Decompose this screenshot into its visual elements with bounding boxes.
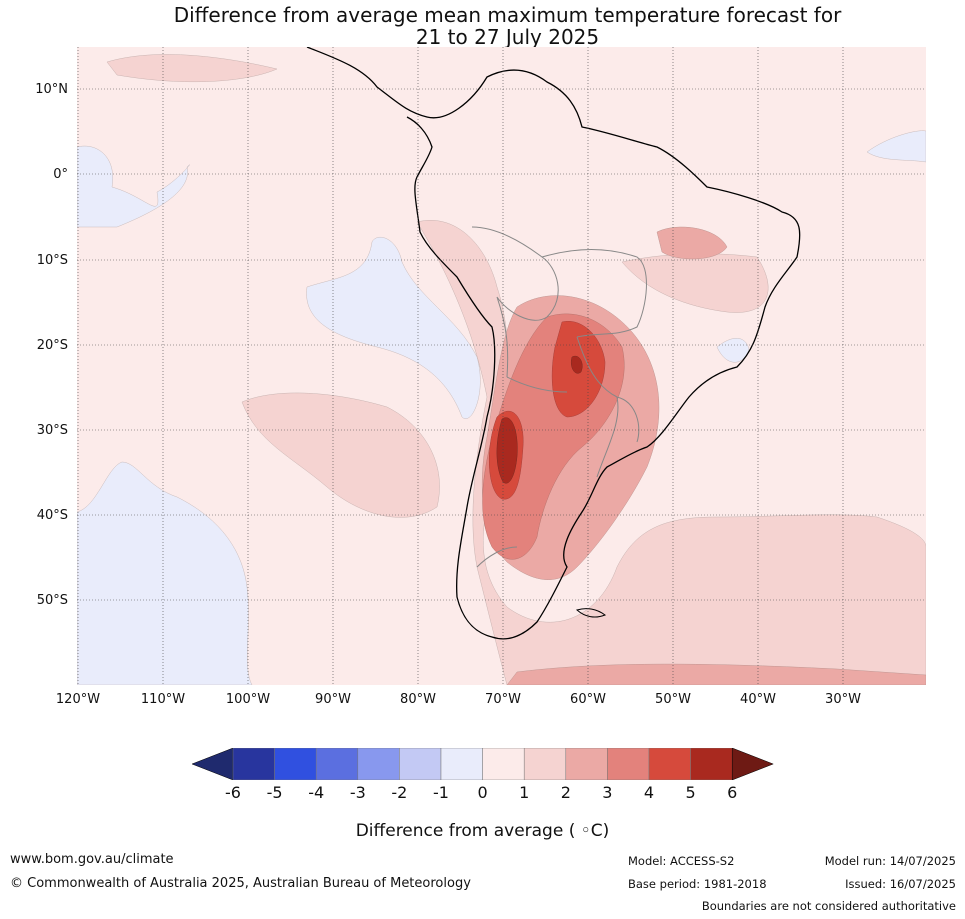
lon-label-30w: 30°W [825,692,861,707]
lon-label-110w: 110°W [140,692,186,707]
graticule [77,47,926,685]
colorbar-segment [565,748,608,780]
lat-label-30s: 30°S [36,423,68,438]
colorbar-segment [523,748,567,780]
colorbar-segment [357,748,400,780]
colorbar-segment [440,748,483,780]
cool-region-atlantic [866,130,926,163]
colorbar-tick-label: 2 [560,783,571,802]
cool-region-central-pacific [306,237,481,419]
colorbar-label: Difference from average ( ◦C) [355,821,610,841]
anomaly-band-11 [496,417,518,484]
anomaly-band-7 [506,663,926,685]
colorbar-segment [315,748,359,780]
colorbar-segment [232,748,275,780]
footer-model-run: Model run: 14/07/2025 [824,854,956,868]
colorbar-tick-label: 4 [643,783,655,802]
footer-issued: Issued: 16/07/2025 [845,877,956,891]
lat-label-10s: 10°S [36,253,68,268]
title-line-2: 21 to 27 July 2025 [415,25,600,49]
lon-label-40w: 40°W [740,692,776,707]
footer-model: Model: ACCESS-S2 [628,854,735,868]
footer-copyright: © Commonwealth of Australia 2025, Austra… [10,876,471,891]
colorbar-tick-label: -1 [433,783,449,802]
lat-label-50s: 50°S [36,593,68,608]
colorbar-tick-label: -3 [349,783,366,802]
map-panel [77,47,926,685]
colorbar-segment [690,748,733,780]
lon-label-50w: 50°W [655,692,691,707]
lon-label-120w: 120°W [55,692,101,707]
cool-region-brazil-coast [716,338,750,363]
lon-label-70w: 70°W [485,692,521,707]
lat-label-0: 0° [53,167,68,182]
colorbar-segment [607,748,650,780]
colorbar-tick-label: 0 [477,783,488,802]
colorbar-extend-high [731,748,774,780]
footer-disclaimer: Boundaries are not considered authoritat… [701,899,956,913]
colorbar-segment [648,748,691,780]
lon-label-60w: 60°W [570,692,606,707]
cool-region-equator [77,145,190,228]
cool-region-southwest [77,461,253,685]
lat-label-20s: 20°S [36,338,68,353]
colorbar-tick-label: 5 [685,783,696,802]
lat-label-40s: 40°S [36,508,68,523]
colorbar-segment [274,748,317,780]
colorbar-tick-label: -5 [266,783,283,802]
colorbar [192,748,774,780]
colorbar-segment [399,748,442,780]
colorbar-tick-label: 3 [602,783,613,802]
colorbar-tick-label: 6 [727,783,738,802]
lat-label-10n: 10°N [35,82,68,97]
anomaly-band-12 [571,355,583,374]
title-line-1: Difference from average mean maximum tem… [173,3,842,27]
lon-label-80w: 80°W [400,692,436,707]
lon-label-100w: 100°W [225,692,271,707]
falkland-islands [575,608,607,618]
anomaly-band-1 [106,54,278,83]
footer-website[interactable]: www.bom.gov.au/climate [10,852,174,867]
lon-label-90w: 90°W [315,692,351,707]
anomaly-band-5 [656,226,728,260]
colorbar-tick-label: -4 [308,783,325,802]
coastline [306,47,801,640]
colorbar-tick-label: 1 [519,783,530,802]
map-title: Difference from average mean maximum tem… [0,4,965,48]
colorbar-tick-label: -6 [225,783,241,802]
colorbar-tick-label: -2 [391,783,408,802]
country-borders [471,226,647,568]
colorbar-segment [482,748,525,780]
colorbar-extend-low [192,748,234,780]
footer-base-period: Base period: 1981-2018 [628,877,767,891]
